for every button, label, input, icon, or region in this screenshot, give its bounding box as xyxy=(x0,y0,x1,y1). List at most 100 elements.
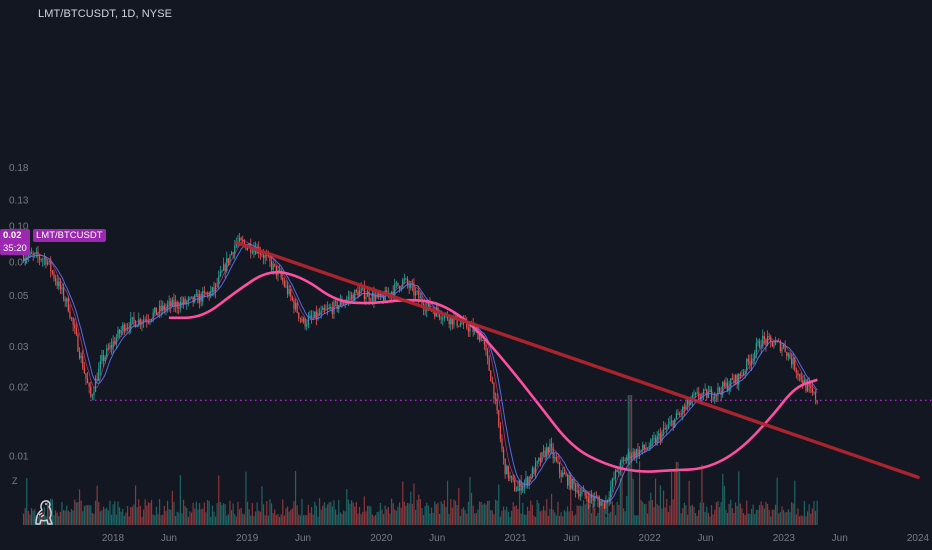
volume-bar xyxy=(736,506,738,525)
x-tick-label: 2020 xyxy=(370,533,393,544)
volume-bar xyxy=(139,506,141,525)
volume-bar xyxy=(688,480,690,525)
volume-bar xyxy=(581,506,583,525)
volume-bar xyxy=(323,502,325,525)
candle-body xyxy=(811,388,813,393)
candle-body xyxy=(216,283,218,285)
volume-bar xyxy=(266,501,268,525)
volume-bar xyxy=(346,489,348,525)
volume-bar xyxy=(64,510,66,525)
volume-bar xyxy=(493,514,495,525)
volume-bar xyxy=(640,500,642,525)
candle-body xyxy=(45,258,47,265)
volume-bar xyxy=(69,512,71,525)
candle-body xyxy=(371,293,373,301)
candle-body xyxy=(752,358,754,360)
candle-body xyxy=(150,319,153,321)
candle-body xyxy=(128,327,130,329)
volume-bar xyxy=(88,504,90,525)
volume-bar xyxy=(141,516,143,525)
volume-bar xyxy=(187,516,189,525)
volume-bar xyxy=(464,510,466,525)
candle-body xyxy=(163,305,165,311)
candle-body xyxy=(138,319,140,326)
volume-bar xyxy=(190,512,193,525)
volume-bar xyxy=(258,510,260,525)
candle-body xyxy=(610,487,612,498)
volume-bar xyxy=(93,513,95,525)
candle-body xyxy=(82,355,84,369)
candle-body xyxy=(307,317,309,325)
candle-body xyxy=(810,385,812,389)
volume-bar xyxy=(274,509,276,525)
volume-bar xyxy=(406,502,409,525)
candle-body xyxy=(717,387,719,396)
candle-body xyxy=(101,355,103,361)
candle-body xyxy=(795,370,797,373)
candle-body xyxy=(781,347,783,352)
candle-body xyxy=(802,380,804,385)
candle-body xyxy=(514,479,516,492)
volume-bar xyxy=(341,514,343,525)
candle-body xyxy=(725,382,727,387)
volume-bar xyxy=(514,506,516,525)
candle-body xyxy=(440,317,442,320)
volume-bar xyxy=(194,508,196,525)
candle-body xyxy=(72,317,74,325)
candle-body xyxy=(669,421,671,425)
candle-body xyxy=(69,311,71,318)
candle-body xyxy=(587,498,589,503)
candle-body xyxy=(512,476,514,480)
tradingview-dino-logo-icon[interactable] xyxy=(30,498,58,526)
volume-bar xyxy=(243,514,245,525)
candle-body xyxy=(613,478,615,480)
candle-body xyxy=(742,371,745,376)
volume-bar xyxy=(522,502,524,525)
candle-body xyxy=(797,372,799,376)
volume-bar xyxy=(506,506,508,525)
volume-bar xyxy=(166,500,169,525)
volume-bar xyxy=(290,509,292,525)
volume-bar xyxy=(267,515,269,525)
volume-bar xyxy=(94,500,97,525)
volume-bar xyxy=(32,510,34,525)
candle-body xyxy=(453,318,455,325)
volume-bar xyxy=(587,504,589,525)
volume-bar xyxy=(517,509,519,525)
candle-body xyxy=(573,479,575,485)
candle-body xyxy=(624,459,626,462)
volume-bar xyxy=(86,505,89,525)
volume-bar xyxy=(272,513,274,525)
volume-bar xyxy=(85,505,87,525)
volume-bar xyxy=(384,505,386,525)
volume-bar xyxy=(579,505,581,525)
volume-bar xyxy=(467,501,469,525)
candle-body xyxy=(715,394,717,396)
candle-body xyxy=(501,438,503,449)
volume-bar xyxy=(797,508,799,525)
volume-bar xyxy=(56,512,58,525)
volume-bar xyxy=(312,514,314,525)
volume-bar xyxy=(416,499,418,525)
volume-bar xyxy=(288,511,290,525)
volume-bar xyxy=(675,461,677,525)
volume-bar xyxy=(285,508,287,525)
candle-body xyxy=(38,256,41,260)
candle-body xyxy=(56,281,58,286)
symbol-title[interactable]: LMT/BTCUSDT, 1D, NYSE xyxy=(38,8,173,20)
volume-bar xyxy=(421,507,423,525)
volume-bar xyxy=(456,504,458,525)
candle-body xyxy=(750,359,753,365)
volume-bar xyxy=(170,509,172,525)
candle-body xyxy=(320,310,322,315)
volume-bar xyxy=(781,506,783,525)
candle-body xyxy=(405,278,407,280)
candle-body xyxy=(675,413,677,419)
candle-body xyxy=(773,344,775,347)
volume-bar xyxy=(494,499,497,525)
candle-body xyxy=(96,378,98,381)
candle-body xyxy=(493,382,495,399)
volume-bar xyxy=(520,513,522,525)
z-order-icon[interactable]: Z xyxy=(12,476,18,486)
